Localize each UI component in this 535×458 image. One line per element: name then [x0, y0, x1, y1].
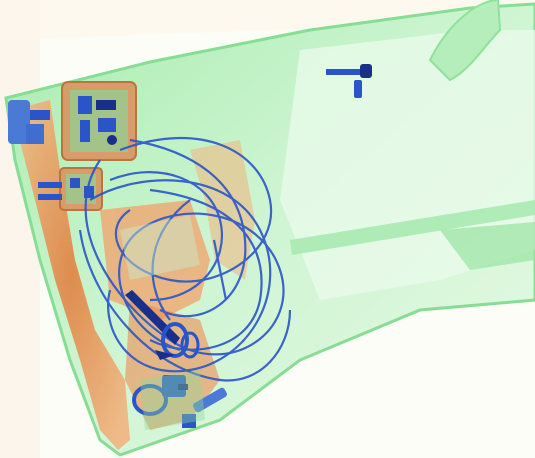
plastic-overlay	[120, 215, 200, 280]
bag-handle	[428, 0, 502, 82]
small-pen	[326, 64, 372, 98]
bag-strap-right	[440, 222, 535, 270]
edge-strip-top	[0, 0, 535, 40]
organic-region-middle	[100, 200, 210, 320]
scissors	[125, 290, 200, 360]
cable-bundle	[78, 136, 292, 382]
bag-strap	[290, 200, 535, 255]
connector-plug	[8, 100, 50, 144]
plastic-overlay-2	[140, 370, 205, 430]
organic-region-right	[190, 140, 255, 280]
buckle-left	[182, 387, 227, 428]
clamp-tool	[132, 375, 188, 416]
